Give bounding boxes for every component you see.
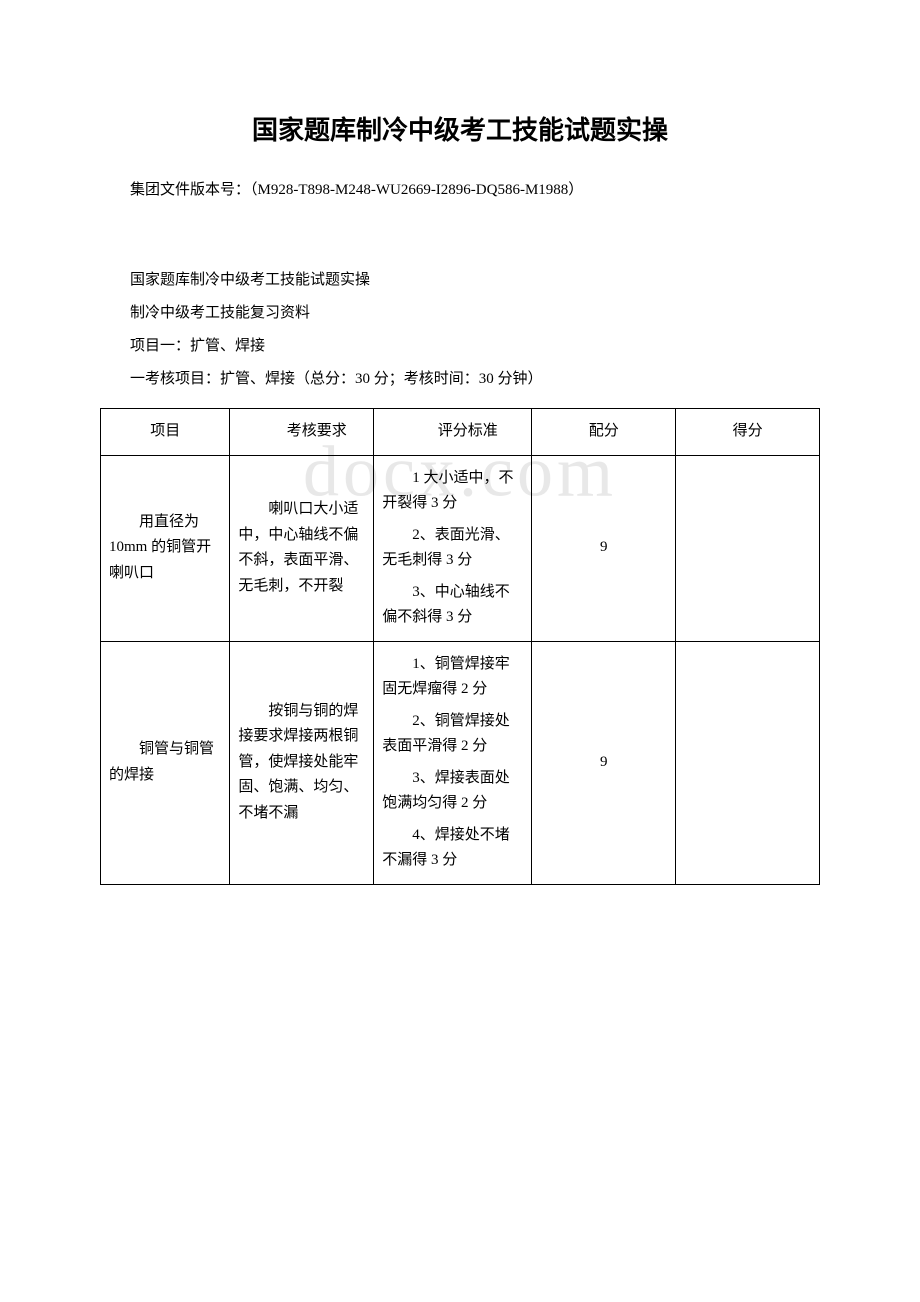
header-requirement: 考核要求 (230, 409, 374, 456)
table-row: 铜管与铜管的焊接 按铜与铜的焊接要求焊接两根铜管，使焊接处能牢固、饱满、均匀、不… (101, 641, 820, 884)
header-score: 得分 (676, 409, 820, 456)
header-project: 项目 (101, 409, 230, 456)
document-content: 国家题库制冷中级考工技能试题实操 集团文件版本号：（M928-T898-M248… (100, 110, 820, 885)
header-points: 配分 (532, 409, 676, 456)
main-title: 国家题库制冷中级考工技能试题实操 (100, 110, 820, 147)
cell-project: 铜管与铜管的焊接 (101, 641, 230, 884)
body-line-1: 国家题库制冷中级考工技能试题实操 (100, 264, 820, 297)
cell-criteria: 1 大小适中，不开裂得 3 分 2、表面光滑、无毛刺得 3 分 3、中心轴线不偏… (374, 455, 532, 641)
header-criteria: 评分标准 (374, 409, 532, 456)
cell-score (676, 455, 820, 641)
cell-points: 9 (532, 455, 676, 641)
cell-points: 9 (532, 641, 676, 884)
cell-criteria: 1、铜管焊接牢固无焊瘤得 2 分 2、铜管焊接处表面平滑得 2 分 3、焊接表面… (374, 641, 532, 884)
scoring-table: 项目 考核要求 评分标准 配分 得分 用直径为 10mm 的铜管开喇叭口 喇叭口… (100, 408, 820, 885)
cell-requirement: 按铜与铜的焊接要求焊接两根铜管，使焊接处能牢固、饱满、均匀、不堵不漏 (230, 641, 374, 884)
cell-project: 用直径为 10mm 的铜管开喇叭口 (101, 455, 230, 641)
body-line-4: 一考核项目：扩管、焊接（总分：30 分；考核时间：30 分钟） (100, 363, 820, 396)
doc-version: 集团文件版本号：（M928-T898-M248-WU2669-I2896-DQ5… (100, 177, 820, 204)
body-line-3: 项目一：扩管、焊接 (100, 330, 820, 363)
body-line-2: 制冷中级考工技能复习资料 (100, 297, 820, 330)
cell-requirement: 喇叭口大小适中，中心轴线不偏不斜，表面平滑、无毛刺，不开裂 (230, 455, 374, 641)
cell-score (676, 641, 820, 884)
table-row: 用直径为 10mm 的铜管开喇叭口 喇叭口大小适中，中心轴线不偏不斜，表面平滑、… (101, 455, 820, 641)
table-header-row: 项目 考核要求 评分标准 配分 得分 (101, 409, 820, 456)
